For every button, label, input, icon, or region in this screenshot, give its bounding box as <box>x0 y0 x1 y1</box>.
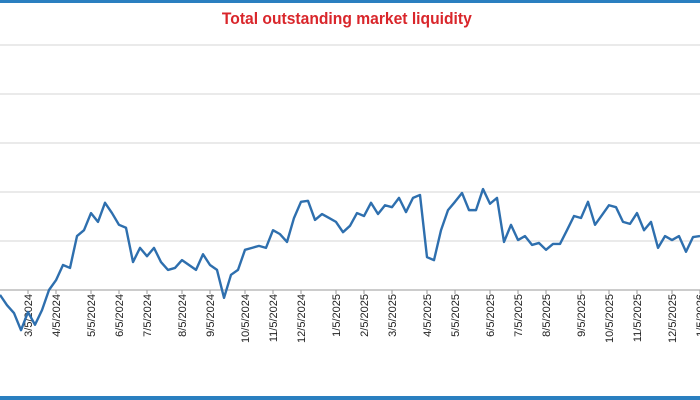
x-tick-label: 4/5/2024 <box>51 294 63 337</box>
x-tick-label: 3/5/2025 <box>387 294 399 337</box>
x-tick-label: 7/5/2024 <box>142 294 154 337</box>
x-tick-label: 12/5/2024 <box>296 294 308 343</box>
x-tick-label: 8/5/2024 <box>177 294 189 337</box>
x-tick-label: 9/5/2025 <box>576 294 588 337</box>
top-border <box>0 0 700 3</box>
x-tick-label: 5/5/2024 <box>86 294 98 337</box>
x-tick-label: 7/5/2025 <box>513 294 525 337</box>
x-tick-label: 1/5/2025 <box>331 294 343 337</box>
x-tick-label: 11/5/2025 <box>632 294 644 342</box>
x-tick-label: 2/5/2025 <box>359 294 371 337</box>
x-tick-label: 12/5/2025 <box>667 294 679 343</box>
x-tick-label: 9/5/2024 <box>205 294 217 337</box>
x-tick-label: 4/5/2025 <box>422 294 434 337</box>
chart-title: Total outstanding market liquidity <box>222 9 472 28</box>
line-series <box>0 187 700 332</box>
x-tick-label: 10/5/2024 <box>240 294 252 343</box>
x-tick-label: 5/5/2025 <box>450 294 462 337</box>
x-tick-label: 8/5/2025 <box>541 294 553 337</box>
x-tick-label: 6/5/2024 <box>114 294 126 337</box>
x-tick-label: 6/5/2025 <box>485 294 497 337</box>
x-tick-label: 1/5/2026 <box>695 294 700 337</box>
x-tick-label: 10/5/2025 <box>604 294 616 343</box>
bottom-border <box>0 396 700 400</box>
x-tick-label: 11/5/2024 <box>268 294 280 342</box>
